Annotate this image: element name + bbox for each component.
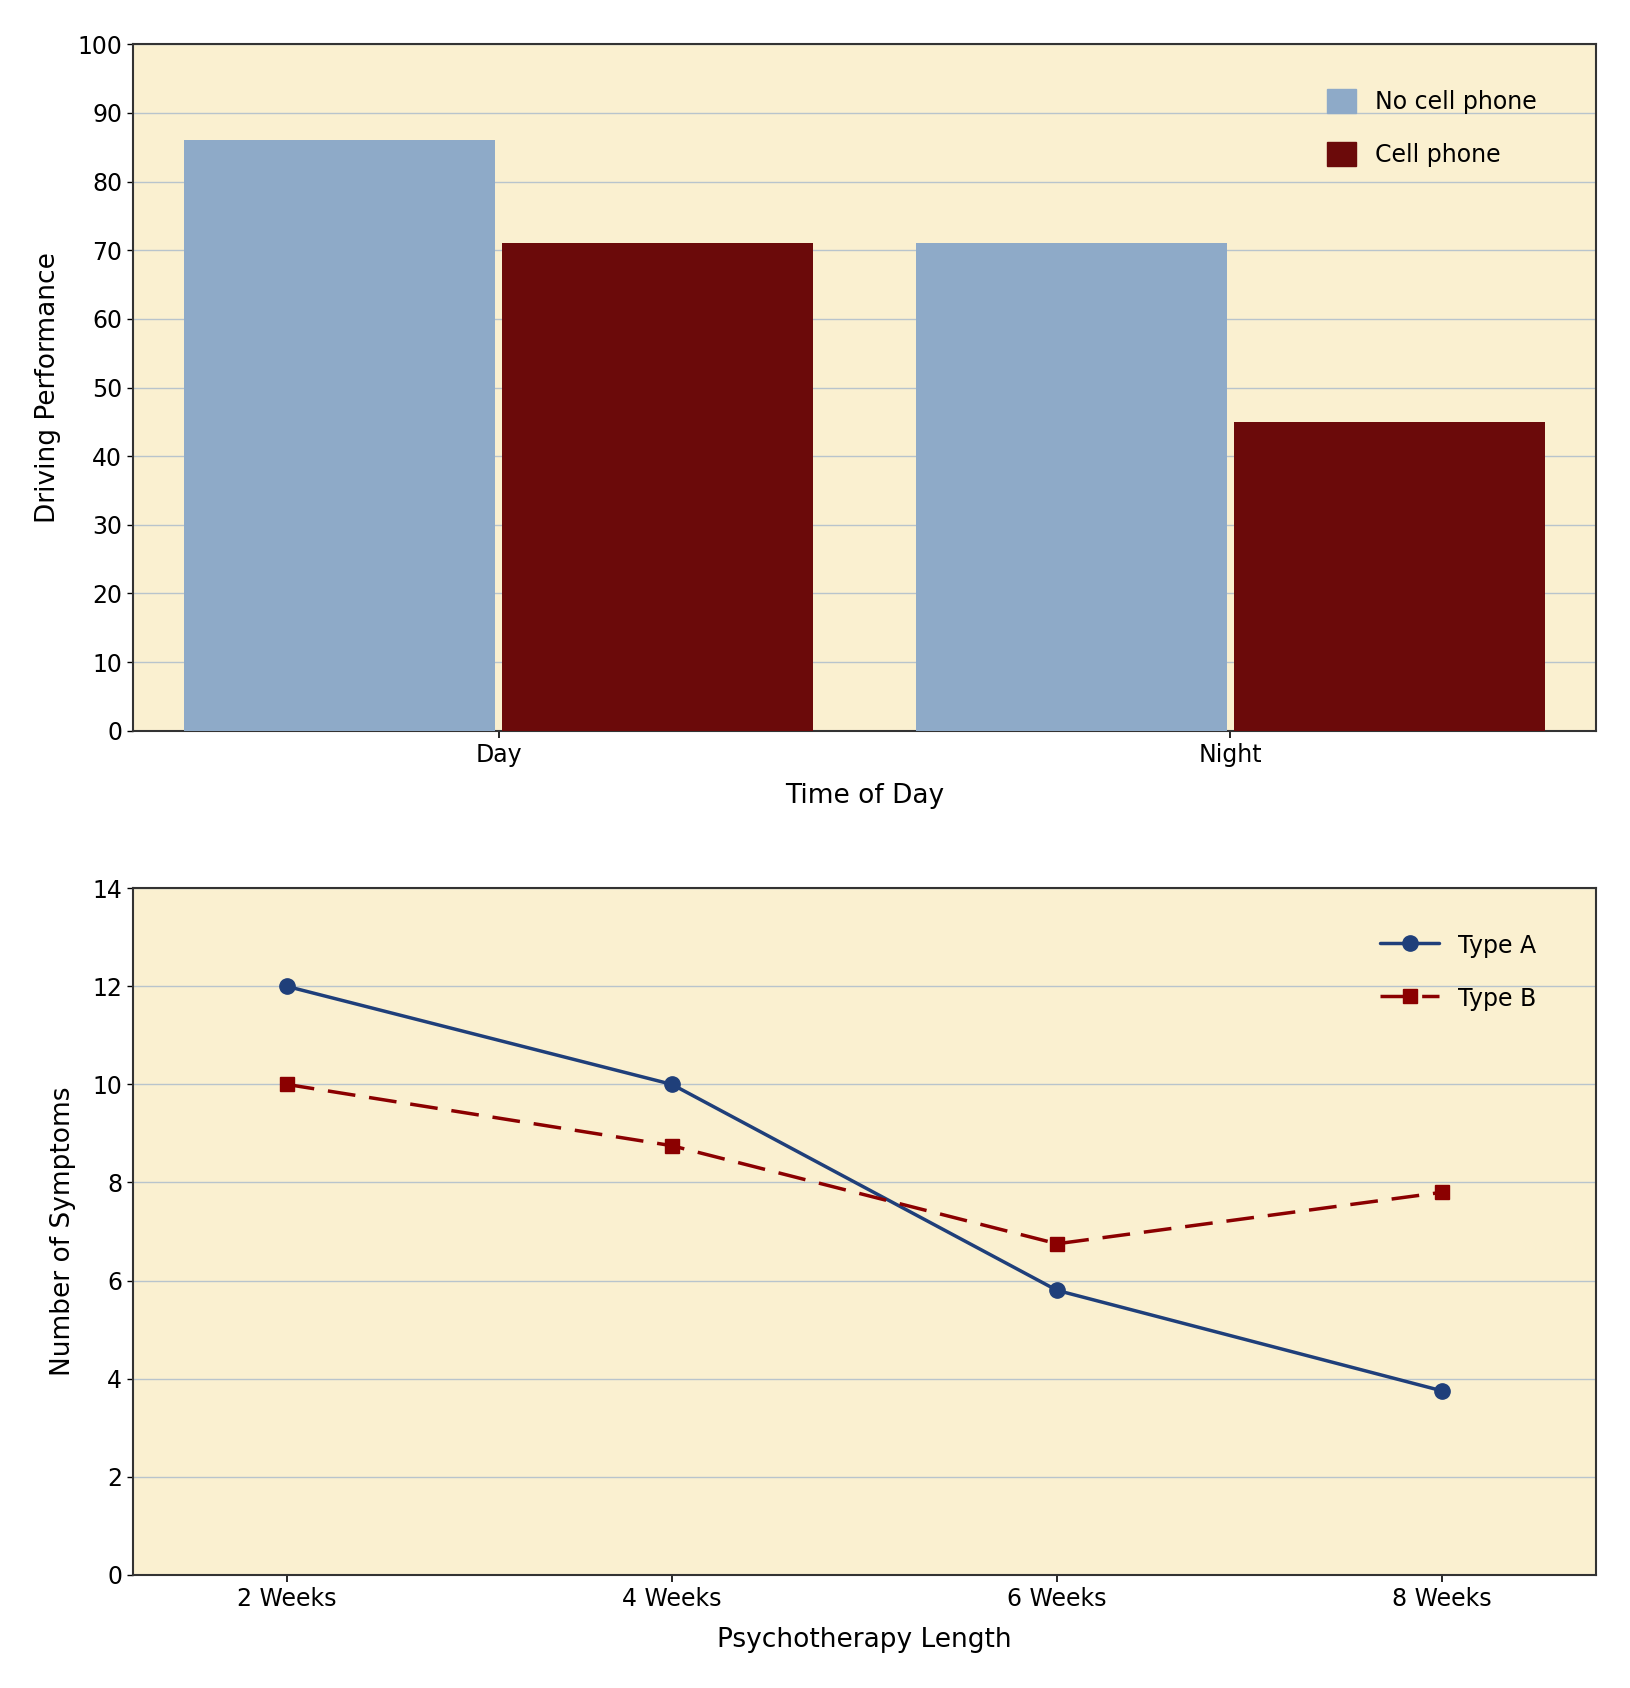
Bar: [1234, 422, 1544, 731]
Line: Type A: Type A: [279, 979, 1449, 1399]
Type A: [1046, 1280, 1066, 1300]
Bar: [184, 140, 494, 731]
Y-axis label: Driving Performance: Driving Performance: [34, 252, 60, 523]
Type B: [662, 1136, 681, 1156]
Y-axis label: Number of Symptoms: Number of Symptoms: [49, 1087, 75, 1376]
X-axis label: Time of Day: Time of Day: [784, 783, 944, 809]
Type A: [662, 1074, 681, 1094]
X-axis label: Psychotherapy Length: Psychotherapy Length: [717, 1627, 1011, 1653]
Type B: [277, 1074, 297, 1094]
Bar: [914, 243, 1226, 731]
Legend: No cell phone, Cell phone: No cell phone, Cell phone: [1307, 69, 1555, 186]
Type A: [277, 976, 297, 996]
Type B: [1046, 1234, 1066, 1254]
Line: Type B: Type B: [280, 1077, 1449, 1251]
Type A: [1431, 1381, 1451, 1401]
Legend: Type A, Type B: Type A, Type B: [1361, 913, 1555, 1030]
Type B: [1431, 1182, 1451, 1202]
Bar: [502, 243, 813, 731]
